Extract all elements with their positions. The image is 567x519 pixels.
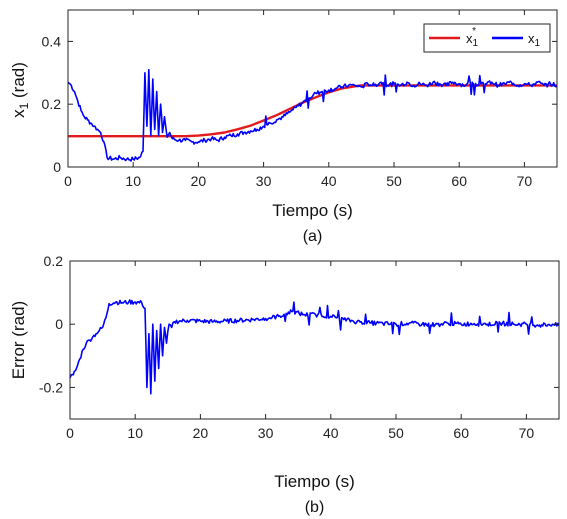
y-axis-label-a-main: x [9,109,28,118]
x-axis-label-a: Tiempo (s) [272,201,353,220]
legend-label-measured: x1 [528,31,541,49]
series-line-measured [67,68,558,162]
x-tick-label: 40 [323,425,339,441]
caption-b: (b) [305,499,325,516]
y-tick-label: 0.2 [44,253,64,269]
x-tick-label: 10 [127,425,143,441]
plot-frame-b [69,260,560,420]
x-tick-label: 30 [258,425,274,441]
x-tick-label: 0 [66,425,74,441]
x-tick-label: 50 [388,425,404,441]
chart-a-y-ticks: 0 0.2 0.4 [42,33,557,175]
chart-b-y-ticks: -0.2 0 0.2 [39,253,559,395]
x-tick-label: 30 [256,173,272,189]
y-tick-label: 0.4 [42,33,62,49]
y-axis-label-a: x1 (rad) [9,62,31,118]
chart-b-x-ticks: 0 10 20 30 40 50 60 70 [66,261,534,441]
plot-area-b [70,261,559,419]
plot-frame-a [67,9,558,168]
y-tick-label: 0 [55,316,63,332]
legend-label-reference: x1* [466,26,479,49]
x-tick-label: 70 [519,425,535,441]
legend-label-measured-main: x [528,31,535,46]
x-tick-label: 70 [517,173,533,189]
legend-a: x1* x1 [423,23,551,53]
y-tick-label: 0.2 [42,96,62,112]
legend-label-reference-sub: 1 [473,38,479,49]
y-axis-label-b: Error (rad) [9,301,28,379]
x-tick-label: 60 [453,425,469,441]
chart-b: 0 10 20 30 40 50 60 70 -0.2 0 0.2 Tiempo (s) Erro… [9,253,560,516]
x-tick-label: 20 [191,173,207,189]
chart-a-x-ticks: 0 10 20 30 40 50 60 70 [64,10,532,189]
chart-a-series [67,68,558,162]
x-tick-label: 40 [321,173,337,189]
x-tick-label: 0 [64,173,72,189]
legend-label-reference-sup: * [472,26,476,37]
series-line-measured [69,299,560,395]
caption-a: (a) [303,228,323,245]
x-tick-label: 10 [125,173,141,189]
y-tick-label: -0.2 [39,379,63,395]
x-tick-label: 60 [451,173,467,189]
legend-label-reference-main: x [466,31,473,46]
legend-label-measured-sub: 1 [535,38,541,49]
x-axis-label-b: Tiempo (s) [274,472,355,491]
y-axis-label-a-unit: (rad) [9,62,28,103]
x-tick-label: 50 [386,173,402,189]
chart-b-series [69,299,560,395]
x-tick-label: 20 [193,425,209,441]
y-axis-label-a-sub: 1 [17,102,31,109]
y-tick-label: 0 [53,159,61,175]
chart-a: 0 10 20 30 40 50 60 70 00.20.4 Tiempo (s) x1 (r… [9,9,558,245]
